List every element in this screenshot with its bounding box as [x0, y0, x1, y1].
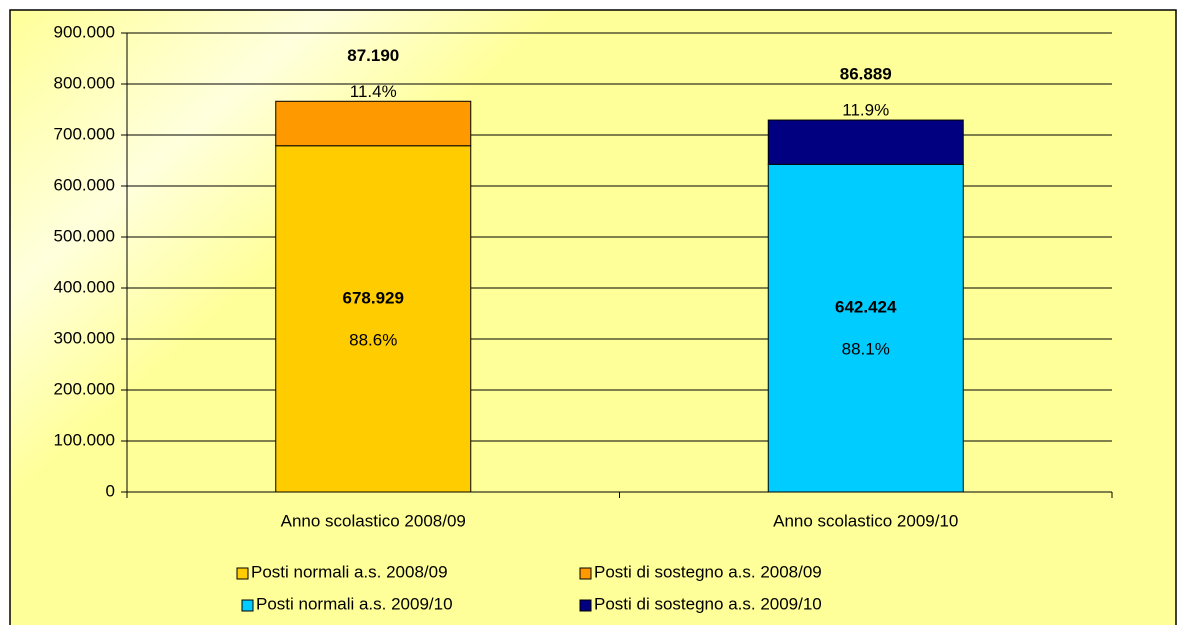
bar-segment [275, 100, 472, 147]
x-tick-label: Anno scolastico 2009/10 [773, 511, 958, 530]
percent-label: 11.4% [350, 82, 397, 101]
legend-swatch [241, 599, 254, 612]
bar-segment [275, 145, 472, 493]
bar-segment [767, 163, 964, 493]
percent-label: 88.6% [349, 330, 397, 349]
percent-label: 11.9% [842, 101, 889, 120]
y-tick-label: 500.000 [54, 226, 115, 245]
legend-label: Posti di sostegno a.s. 2009/10 [594, 594, 822, 613]
y-tick-label: 400.000 [54, 277, 115, 296]
y-tick-label: 700.000 [54, 124, 115, 143]
y-tick-label: 800.000 [54, 73, 115, 92]
bar-segment [767, 119, 964, 165]
data-label: 87.190 [347, 46, 399, 65]
data-label: 642.424 [835, 298, 897, 317]
data-label: 678.929 [343, 288, 404, 307]
legend-swatch [236, 567, 249, 580]
y-tick-label: 100.000 [54, 430, 115, 449]
y-tick-label: 0 [106, 481, 115, 500]
legend-label: Posti normali a.s. 2009/10 [256, 594, 453, 613]
legend-swatch [579, 567, 592, 580]
y-tick-label: 600.000 [54, 175, 115, 194]
y-tick-label: 900.000 [54, 22, 115, 41]
y-tick-label: 200.000 [54, 379, 115, 398]
legend-label: Posti di sostegno a.s. 2008/09 [594, 562, 822, 581]
y-tick-label: 300.000 [54, 328, 115, 347]
percent-label: 88.1% [842, 340, 890, 359]
x-tick-label: Anno scolastico 2008/09 [281, 511, 466, 530]
legend-label: Posti normali a.s. 2008/09 [251, 562, 448, 581]
data-label: 86.889 [840, 65, 892, 84]
chart-background [9, 9, 1177, 625]
legend-swatch [579, 599, 592, 612]
